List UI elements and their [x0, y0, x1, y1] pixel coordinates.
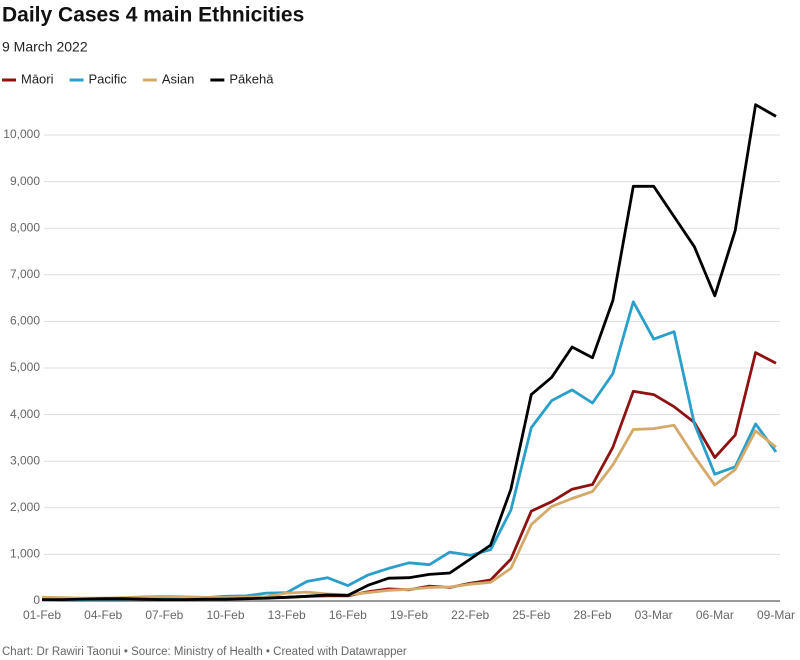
chart-footer: Chart: Dr Rawiri Taonui • Source: Minist… — [2, 646, 407, 658]
chart-title: Daily Cases 4 main Ethnicities — [2, 4, 304, 27]
x-tick-label: 03-Mar — [635, 608, 673, 622]
y-tick-label: 2,000 — [10, 500, 40, 514]
x-tick-label: 09-Mar — [757, 608, 795, 622]
x-tick-label: 04-Feb — [84, 608, 122, 622]
x-tick-label: 25-Feb — [512, 608, 550, 622]
chart-subtitle: 9 March 2022 — [2, 39, 88, 55]
series-line — [41, 423, 777, 600]
x-tick-label: 22-Feb — [451, 608, 489, 622]
x-tick-label: 19-Feb — [390, 608, 428, 622]
y-tick-label: 4,000 — [10, 407, 40, 421]
series-line — [42, 103, 777, 601]
legend-label: Pākehā — [229, 71, 274, 86]
y-tick-label: 6,000 — [10, 314, 40, 328]
x-tick-label: 10-Feb — [206, 608, 244, 622]
x-tick-label: 01-Feb — [23, 608, 61, 622]
y-tick-label: 0 — [33, 593, 40, 607]
series-line — [41, 300, 778, 602]
y-tick-label: 5,000 — [10, 360, 40, 374]
x-tick-label: 13-Feb — [268, 608, 306, 622]
y-tick-label: 8,000 — [10, 220, 40, 234]
x-tick-label: 06-Mar — [696, 608, 734, 622]
x-tick-label: 16-Feb — [329, 608, 367, 622]
y-tick-label: 3,000 — [10, 453, 40, 467]
y-tick-label: 7,000 — [10, 267, 40, 281]
x-tick-label: 07-Feb — [145, 608, 183, 622]
legend-label: Māori — [21, 71, 54, 86]
y-tick-label: 9,000 — [10, 174, 40, 188]
x-tick-label: 28-Feb — [573, 608, 611, 622]
legend-label: Asian — [162, 71, 195, 86]
y-tick-label: 10,000 — [3, 127, 40, 141]
legend-label: Pacific — [89, 71, 128, 86]
y-tick-label: 1,000 — [10, 547, 40, 561]
